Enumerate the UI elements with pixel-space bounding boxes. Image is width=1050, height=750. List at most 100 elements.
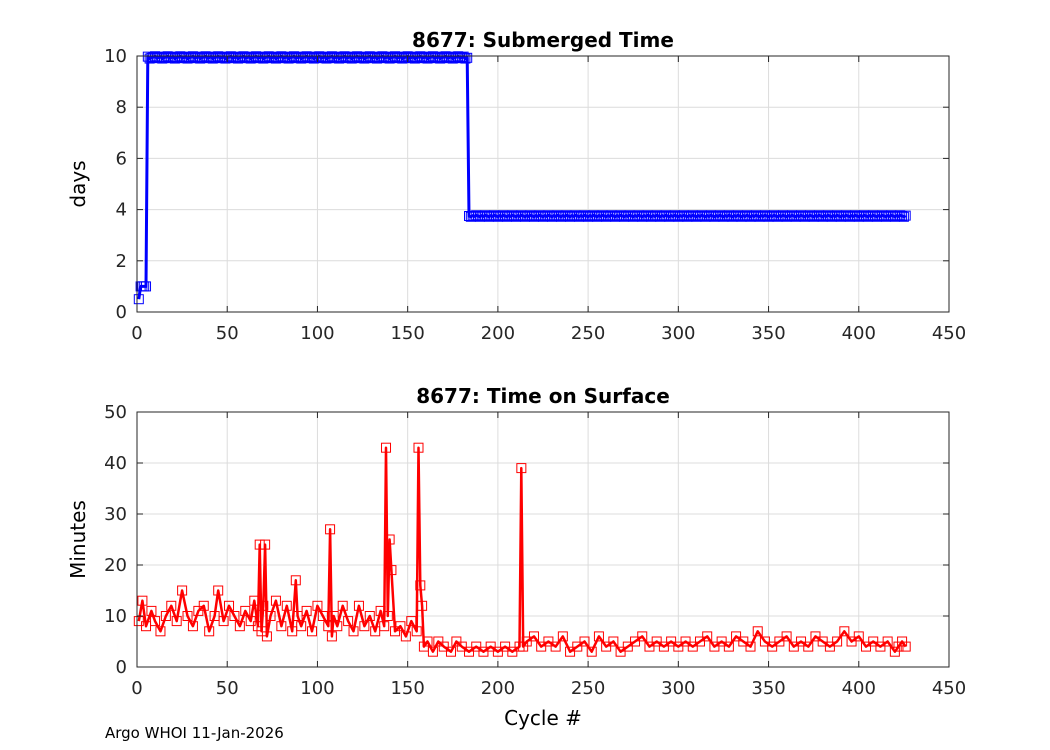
data-point (817, 636, 828, 647)
x-tick-label: 400 (842, 678, 876, 699)
x-tick-label: 0 (131, 323, 142, 344)
x-tick-label: 250 (571, 323, 605, 344)
x-tick-label: 200 (481, 323, 515, 344)
data-point (413, 442, 424, 453)
x-tick-label: 350 (751, 323, 785, 344)
data-point (418, 641, 429, 652)
data-point (716, 636, 727, 647)
data-point (492, 646, 503, 657)
data-point (171, 616, 182, 627)
x-tick-label: 150 (390, 323, 424, 344)
x-tick-label: 100 (300, 323, 334, 344)
data-point (187, 621, 198, 632)
data-point (364, 611, 375, 621)
y-tick-label: 50 (104, 402, 127, 423)
data-point (290, 575, 301, 586)
data-point (379, 621, 390, 632)
data-point (759, 636, 770, 647)
y-tick-label: 4 (116, 200, 127, 221)
chart-title: 8677: Submerged Time (412, 28, 674, 52)
data-point (270, 595, 281, 606)
y-tick-label: 8 (116, 97, 127, 118)
y-tick-label: 40 (104, 453, 127, 474)
data-point (287, 626, 298, 637)
data-point (224, 600, 235, 611)
data-point (438, 641, 449, 652)
x-tick-label: 50 (216, 323, 239, 344)
data-point (868, 636, 879, 647)
data-point (198, 600, 209, 611)
axes-box (136, 411, 950, 668)
data-point (462, 52, 473, 63)
y-tick-label: 10 (104, 606, 127, 627)
data-point (252, 621, 263, 632)
data-point (860, 641, 871, 652)
data-point (182, 611, 193, 621)
data-point (146, 605, 157, 616)
data-point (332, 621, 343, 632)
data-point (796, 636, 807, 647)
data-point (464, 646, 475, 657)
data-point (644, 641, 655, 652)
data-point (415, 580, 426, 591)
data-point (348, 626, 359, 637)
chart-title: 8677: Time on Surface (416, 384, 670, 408)
data-point (326, 631, 337, 642)
data-point (788, 641, 799, 652)
data-point (312, 600, 323, 611)
data-point (281, 600, 292, 611)
data-point (411, 626, 422, 637)
x-tick-label: 450 (932, 323, 966, 344)
data-point (456, 52, 467, 63)
data-point (343, 616, 354, 627)
data-point (518, 641, 529, 652)
data-point (400, 631, 411, 642)
chart-time-on-surface: 0 50 100 150 200 250 300 350 400 450 0 10 20 30 40 50 86… (66, 384, 966, 730)
data-point (752, 626, 763, 637)
x-tick-label: 400 (842, 323, 876, 344)
data-point (141, 281, 152, 292)
data-point (687, 641, 698, 652)
data-point (209, 611, 220, 621)
data-point (478, 646, 489, 657)
data-point (810, 631, 821, 642)
data-point (694, 636, 705, 647)
data-point (451, 636, 462, 647)
y-tick-label: 2 (116, 251, 127, 272)
data-point (240, 605, 251, 616)
data-point (565, 646, 576, 657)
data-point (160, 611, 171, 621)
y-tick-label: 6 (116, 148, 127, 169)
data-point (141, 621, 152, 632)
data-point (774, 636, 785, 647)
data-point (900, 641, 911, 652)
data-point (229, 611, 240, 621)
data-point (593, 631, 604, 642)
data-point (803, 641, 814, 652)
data-point (543, 636, 554, 647)
x-tick-label: 450 (932, 678, 966, 699)
data-point (382, 611, 393, 621)
data-point (745, 641, 756, 652)
data-point (276, 621, 287, 632)
data-point (265, 611, 276, 621)
x-tick-label: 200 (481, 678, 515, 699)
data-point (155, 626, 166, 637)
data-point (317, 611, 328, 621)
data-point (150, 616, 161, 627)
chart-submerged-time: 0 50 100 150 200 250 300 350 400 450 0 2 4 6 8 10 8677: … (66, 28, 966, 344)
data-point (666, 636, 677, 647)
data-point (521, 636, 532, 647)
data-point (254, 539, 265, 550)
data-point (536, 641, 547, 652)
data-point (673, 641, 684, 652)
data-point (381, 442, 392, 453)
data-point (738, 636, 749, 647)
data-point (177, 585, 188, 596)
data-point (723, 641, 734, 652)
data-point (395, 621, 406, 632)
x-tick-label: 300 (661, 678, 695, 699)
x-tick-label: 300 (661, 323, 695, 344)
x-axis-label: Cycle # (504, 706, 582, 730)
data-point (458, 51, 469, 62)
